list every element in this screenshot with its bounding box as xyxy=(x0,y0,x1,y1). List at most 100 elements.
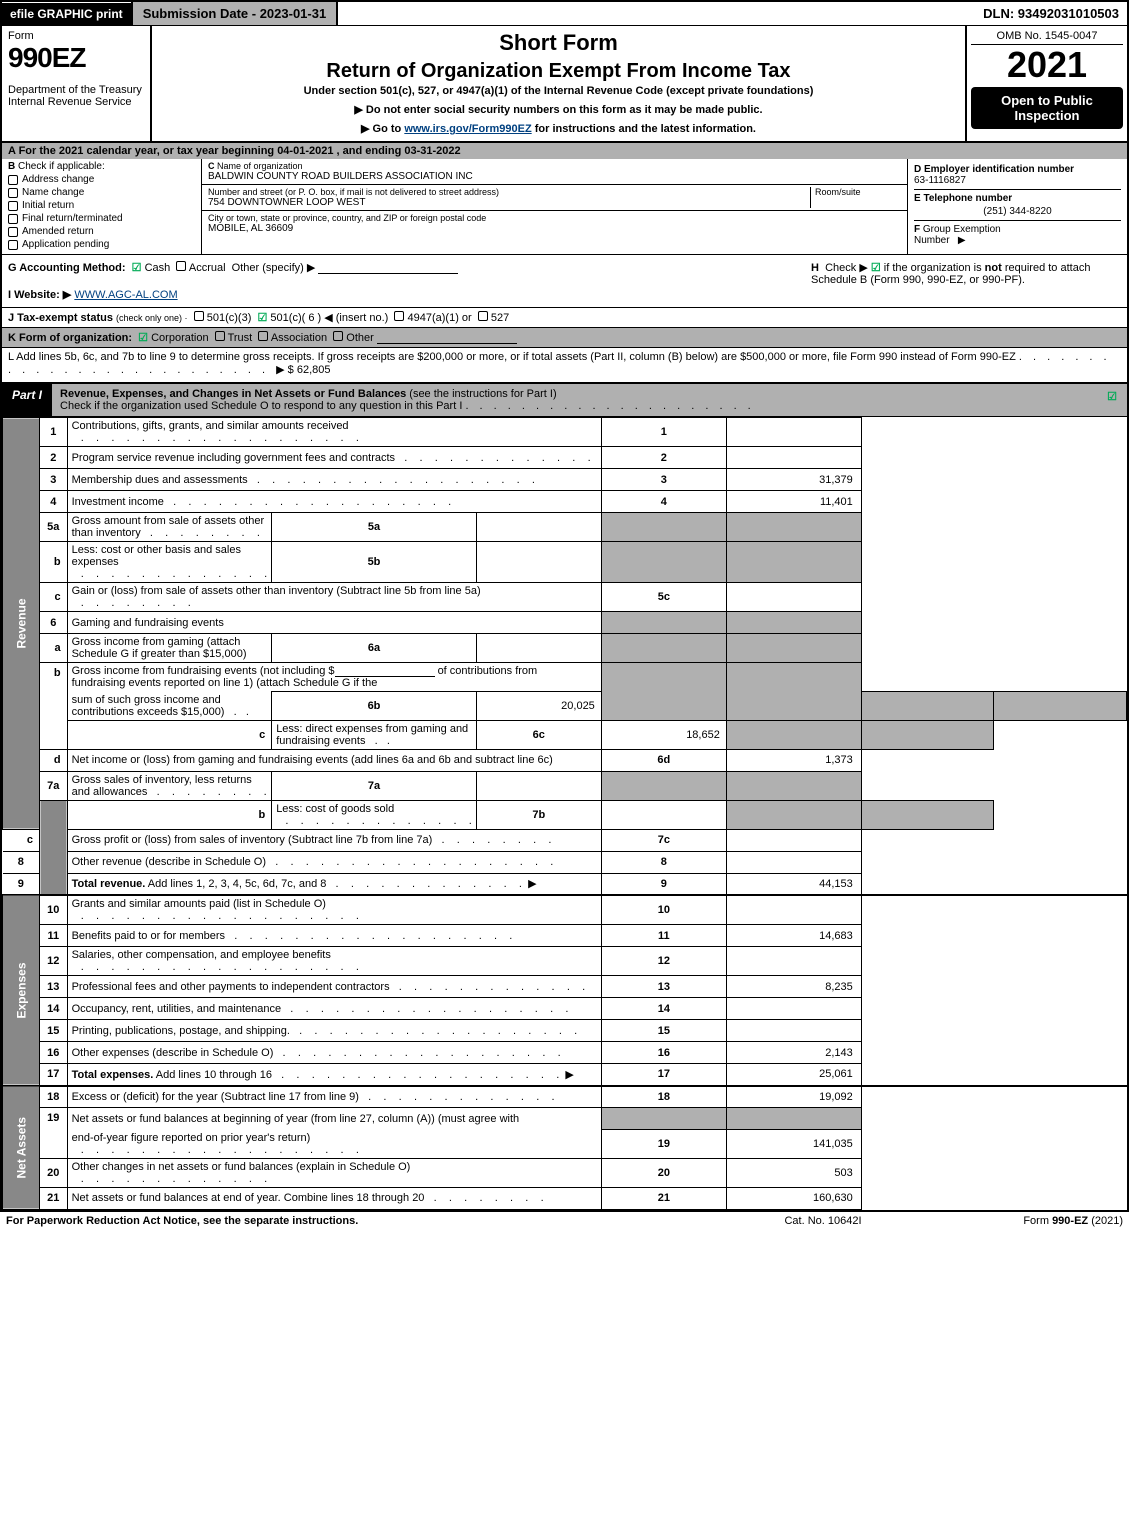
section-H: H Check ▶ ☑ if the organization is not r… xyxy=(801,261,1121,301)
street-label: Number and street (or P. O. box, if mail… xyxy=(208,187,806,197)
checkbox-icon xyxy=(478,311,488,321)
check-icon: ☑ xyxy=(871,262,881,274)
check-icon: ☑ xyxy=(132,262,142,274)
chk-initial-return[interactable]: Initial return xyxy=(8,200,195,211)
line4-value: 11,401 xyxy=(726,491,861,513)
ein-value: 63-1116827 xyxy=(914,175,1121,186)
org-name-row: C Name of organization BALDWIN COUNTY RO… xyxy=(202,159,907,185)
section-E: E Telephone number (251) 344-8220 xyxy=(914,190,1121,221)
line20-value: 503 xyxy=(726,1158,861,1187)
checkbox-icon xyxy=(215,331,225,341)
section-F: F Group ExemptionNumber ▶ xyxy=(914,221,1121,249)
check-icon: ☑ xyxy=(138,332,148,344)
other-org-line xyxy=(377,332,517,344)
section-J: J Tax-exempt status (check only one) · 5… xyxy=(2,308,1127,328)
section-G: G Accounting Method: ☑ Cash Accrual Othe… xyxy=(8,261,801,301)
checkbox-icon xyxy=(8,188,18,198)
checkbox-icon xyxy=(8,201,18,211)
checkbox-icon xyxy=(8,214,18,224)
part1-tab: Part I xyxy=(2,384,52,416)
instr-line1: ▶ Do not enter social security numbers o… xyxy=(160,103,957,116)
header-row: Form 990EZ Department of the TreasuryInt… xyxy=(2,26,1127,143)
c-label: C Name of organization xyxy=(208,161,901,171)
subtitle: Under section 501(c), 527, or 4947(a)(1)… xyxy=(160,85,957,97)
chk-address-change[interactable]: Address change xyxy=(8,174,195,185)
b-text: Check if applicable: xyxy=(18,161,105,172)
main-title: Return of Organization Exempt From Incom… xyxy=(160,60,957,83)
revenue-side-label: Revenue xyxy=(3,418,40,830)
section-B: B Check if applicable: Address change Na… xyxy=(2,159,202,254)
line19-value: 141,035 xyxy=(726,1130,861,1159)
city-label: City or town, state or province, country… xyxy=(208,213,486,223)
line6c-value: 18,652 xyxy=(601,720,726,749)
checkbox-icon xyxy=(194,311,204,321)
instr2-pre: ▶ Go to xyxy=(361,123,404,135)
header-center: Short Form Return of Organization Exempt… xyxy=(152,26,967,141)
part1-header: Part I Revenue, Expenses, and Changes in… xyxy=(2,384,1127,417)
instr-line2: ▶ Go to www.irs.gov/Form990EZ for instru… xyxy=(160,122,957,135)
phone-value: (251) 344-8220 xyxy=(914,206,1121,217)
line18-value: 19,092 xyxy=(726,1086,861,1108)
line9-total-revenue: 44,153 xyxy=(726,873,861,895)
row-A-tax-period: A For the 2021 calendar year, or tax yea… xyxy=(2,143,1127,159)
dept-label: Department of the TreasuryInternal Reven… xyxy=(8,84,144,108)
section-L: L Add lines 5b, 6c, and 7b to line 9 to … xyxy=(2,348,1127,384)
part1-checkbox[interactable]: ☑ xyxy=(1097,384,1127,416)
irs-link[interactable]: www.irs.gov/Form990EZ xyxy=(404,123,531,135)
street-value: 754 DOWNTOWNER LOOP WEST xyxy=(208,197,806,208)
form-word: Form xyxy=(8,30,144,42)
section-D: D Employer identification number 63-1116… xyxy=(914,161,1121,190)
street-row: Number and street (or P. O. box, if mail… xyxy=(202,185,907,211)
netassets-side-label: Net Assets xyxy=(3,1086,40,1210)
check-icon: ☑ xyxy=(257,312,267,324)
f-label: F Group ExemptionNumber ▶ xyxy=(914,224,1121,246)
efile-print-label[interactable]: efile GRAPHIC print xyxy=(2,3,131,25)
footer-right: Form 990-EZ (2021) xyxy=(923,1215,1123,1227)
form-number: 990EZ xyxy=(8,42,144,74)
dln-label: DLN: 93492031010503 xyxy=(975,2,1127,25)
city-value: MOBILE, AL 36609 xyxy=(208,223,486,234)
chk-app-pending[interactable]: Application pending xyxy=(8,239,195,250)
org-name: BALDWIN COUNTY ROAD BUILDERS ASSOCIATION… xyxy=(208,171,901,182)
checkbox-icon xyxy=(333,331,343,341)
chk-name-change[interactable]: Name change xyxy=(8,187,195,198)
footer-left: For Paperwork Reduction Act Notice, see … xyxy=(6,1215,723,1227)
line17-total-expenses: 25,061 xyxy=(726,1064,861,1086)
top-bar: efile GRAPHIC print Submission Date - 20… xyxy=(2,2,1127,26)
short-form-title: Short Form xyxy=(160,30,957,56)
checkbox-icon xyxy=(176,261,186,271)
sections-DEF: D Employer identification number 63-1116… xyxy=(907,159,1127,254)
header-left: Form 990EZ Department of the TreasuryInt… xyxy=(2,26,152,141)
chk-amended[interactable]: Amended return xyxy=(8,226,195,237)
website-link[interactable]: WWW.AGC-AL.COM xyxy=(74,289,177,301)
instr2-post: for instructions and the latest informat… xyxy=(532,123,756,135)
header-right: OMB No. 1545-0047 2021 Open to Public In… xyxy=(967,26,1127,141)
line16-value: 2,143 xyxy=(726,1042,861,1064)
part1-title: Revenue, Expenses, and Changes in Net As… xyxy=(52,384,1097,416)
g-label: G Accounting Method: xyxy=(8,262,126,274)
submission-date: Submission Date - 2023-01-31 xyxy=(131,2,339,25)
room-label: Room/suite xyxy=(815,187,901,197)
e-label: E Telephone number xyxy=(914,193,1121,204)
line13-value: 8,235 xyxy=(726,976,861,998)
chk-final-return[interactable]: Final return/terminated xyxy=(8,213,195,224)
address-block: B Check if applicable: Address change Na… xyxy=(2,159,1127,255)
d-label: D Employer identification number xyxy=(914,164,1121,175)
line3-value: 31,379 xyxy=(726,469,861,491)
expenses-side-label: Expenses xyxy=(3,895,40,1086)
tax-year: 2021 xyxy=(971,47,1123,83)
section-C: C Name of organization BALDWIN COUNTY RO… xyxy=(202,159,907,254)
checkbox-icon xyxy=(8,227,18,237)
line6d-value: 1,373 xyxy=(726,749,861,771)
gross-receipts: ▶ $ 62,805 xyxy=(276,364,330,376)
section-I: I Website: ▶ WWW.AGC-AL.COM xyxy=(8,288,801,301)
checkbox-icon xyxy=(8,175,18,185)
omb-number: OMB No. 1545-0047 xyxy=(971,30,1123,45)
other-specify-line xyxy=(318,262,458,274)
revenue-table: Revenue 1 Contributions, gifts, grants, … xyxy=(2,417,1127,1210)
form-container: efile GRAPHIC print Submission Date - 20… xyxy=(0,0,1129,1212)
footer-center: Cat. No. 10642I xyxy=(723,1215,923,1227)
b-label: B xyxy=(8,161,15,172)
checkbox-icon xyxy=(394,311,404,321)
line21-value: 160,630 xyxy=(726,1187,861,1209)
